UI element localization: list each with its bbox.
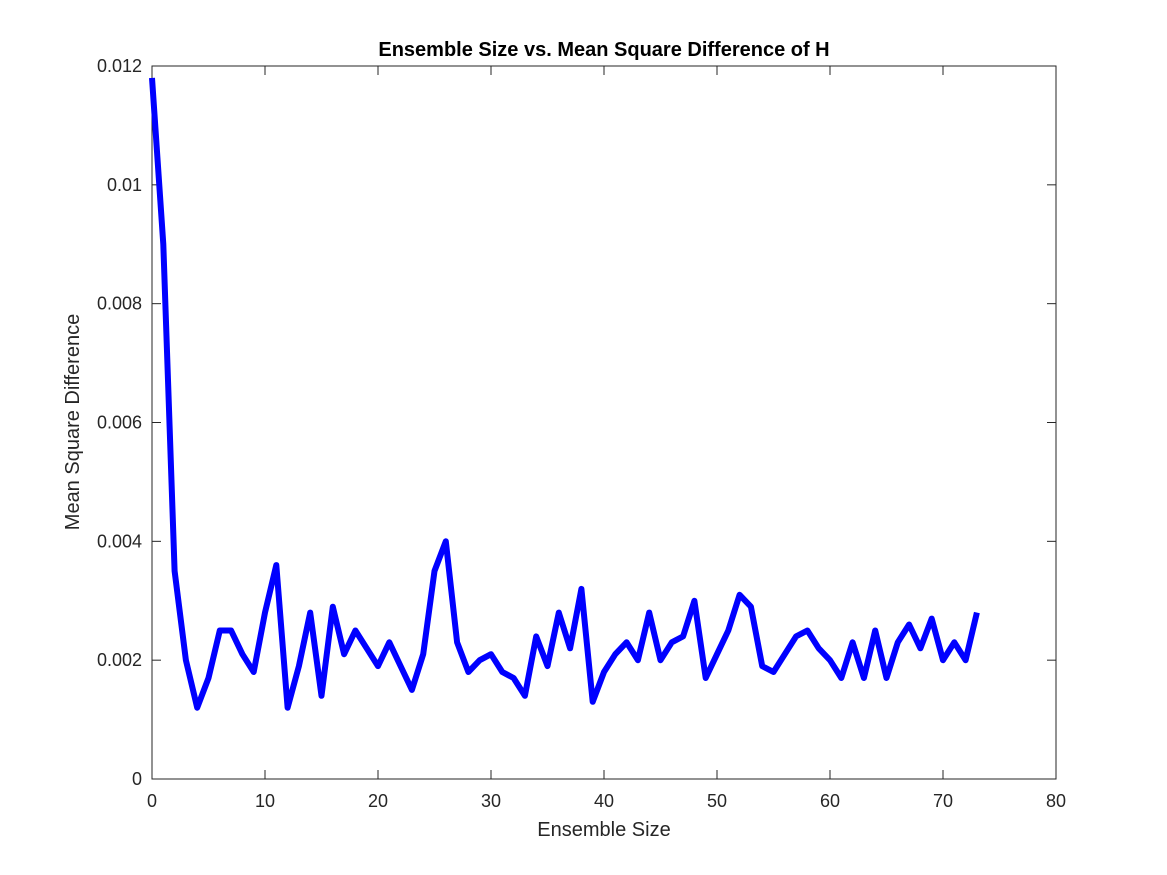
series-line bbox=[149, 77, 980, 711]
y-tick-label: 0.012 bbox=[97, 56, 142, 76]
x-tick-label: 60 bbox=[820, 791, 840, 811]
y-axis-ticks: 0 0.002 0.004 0.006 0.008 0.01 0.012 bbox=[97, 56, 1056, 789]
x-tick-label: 20 bbox=[368, 791, 388, 811]
x-tick-label: 70 bbox=[933, 791, 953, 811]
y-tick-label: 0.006 bbox=[97, 413, 142, 433]
y-tick-label: 0.01 bbox=[107, 175, 142, 195]
y-tick-label: 0.004 bbox=[97, 531, 142, 551]
y-axis-label: Mean Square Difference bbox=[62, 314, 84, 530]
x-axis-ticks: 0 10 20 30 40 50 60 70 80 bbox=[147, 66, 1066, 811]
series-layer bbox=[149, 77, 980, 711]
x-axis-label: Ensemble Size bbox=[537, 819, 670, 841]
x-tick-label: 30 bbox=[481, 791, 501, 811]
y-tick-label: 0 bbox=[132, 769, 142, 789]
x-tick-label: 50 bbox=[707, 791, 727, 811]
y-tick-label: 0.002 bbox=[97, 650, 142, 670]
x-tick-label: 80 bbox=[1046, 791, 1066, 811]
y-tick-label: 0.008 bbox=[97, 294, 142, 314]
x-tick-label: 10 bbox=[255, 791, 275, 811]
x-tick-label: 40 bbox=[594, 791, 614, 811]
x-tick-label: 0 bbox=[147, 791, 157, 811]
chart-title: Ensemble Size vs. Mean Square Difference… bbox=[378, 39, 829, 61]
